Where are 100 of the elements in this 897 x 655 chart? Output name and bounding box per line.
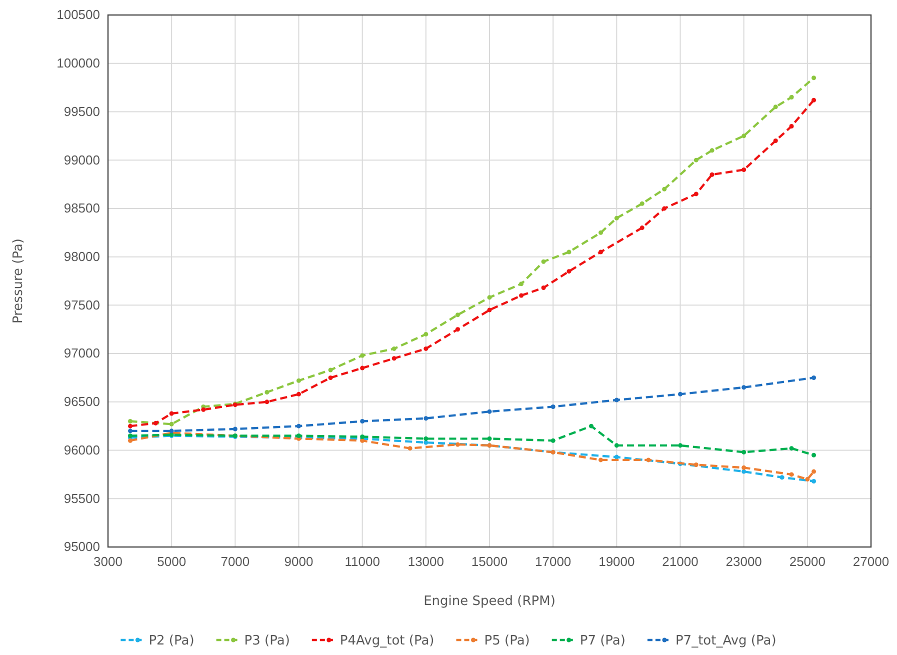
point — [169, 422, 174, 426]
point — [455, 442, 460, 447]
x-tick-label: 5000 — [157, 554, 186, 570]
point — [201, 407, 206, 412]
point — [812, 76, 816, 80]
point — [424, 346, 428, 351]
x-tick-label: 11000 — [344, 554, 380, 570]
x-axis-title: Engine Speed (RPM) — [424, 594, 556, 609]
point — [598, 230, 604, 235]
legend-label: P3 (Pa) — [244, 634, 290, 649]
point — [780, 475, 784, 480]
point — [812, 469, 816, 474]
x-tick-label: 23000 — [726, 554, 762, 570]
point — [710, 148, 714, 153]
point — [408, 446, 412, 451]
point — [360, 419, 365, 424]
point — [487, 308, 492, 312]
point — [566, 250, 572, 254]
point — [742, 168, 746, 172]
point — [789, 446, 794, 451]
point — [328, 368, 333, 372]
point — [678, 392, 683, 396]
point — [598, 458, 604, 462]
x-tick-label: 21000 — [662, 554, 698, 570]
point — [694, 158, 698, 162]
point — [128, 438, 133, 443]
point — [694, 462, 698, 468]
point — [455, 327, 460, 332]
y-tick-label: 99500 — [64, 104, 100, 119]
point — [392, 356, 396, 361]
point — [662, 186, 667, 192]
x-tick-label: 27000 — [852, 554, 890, 570]
x-tick-label: 15000 — [471, 554, 508, 570]
point — [614, 443, 619, 448]
y-tick-label: 95500 — [64, 490, 100, 506]
point — [640, 226, 644, 230]
y-tick-label: 97500 — [64, 297, 100, 312]
y-tick-label: 96500 — [64, 394, 100, 410]
point — [678, 443, 683, 448]
point — [598, 250, 604, 254]
x-tick-label: 19000 — [598, 554, 635, 570]
point — [264, 390, 270, 394]
point — [742, 469, 746, 474]
point — [264, 400, 270, 404]
point — [128, 419, 133, 424]
point — [812, 375, 816, 380]
y-tick-label: 96000 — [64, 442, 100, 458]
x-tick-label: 7000 — [220, 554, 250, 570]
legend-label: P5 (Pa) — [484, 634, 530, 649]
legend-label: P4Avg_tot (Pa) — [340, 634, 434, 649]
point — [487, 436, 492, 441]
point — [742, 450, 746, 454]
point — [360, 353, 365, 358]
point — [541, 286, 546, 290]
point — [614, 454, 619, 460]
point — [487, 409, 492, 414]
point — [169, 411, 174, 416]
legend-label: P2 (Pa) — [148, 634, 194, 649]
point — [487, 295, 492, 300]
point — [424, 416, 428, 421]
point — [541, 259, 546, 264]
point — [812, 98, 816, 102]
y-tick-label: 99000 — [64, 152, 100, 168]
x-tick-label: 17000 — [535, 554, 572, 570]
point — [296, 392, 302, 396]
y-axis-title: Pressure (Pa) — [11, 238, 26, 324]
point — [296, 378, 302, 383]
x-tick-label: 13000 — [408, 554, 444, 570]
point — [550, 404, 556, 409]
legend-label: P7_tot_Avg (Pa) — [675, 634, 776, 649]
point — [614, 216, 619, 220]
point — [360, 366, 365, 370]
point — [392, 346, 396, 351]
point — [812, 478, 816, 484]
point — [710, 172, 714, 177]
point — [550, 438, 556, 443]
point — [424, 436, 428, 441]
point — [424, 332, 428, 336]
point — [640, 201, 644, 206]
point — [694, 192, 698, 196]
point — [296, 424, 302, 428]
y-tick-label: 97000 — [64, 346, 100, 361]
y-tick-label: 98500 — [64, 200, 100, 216]
point — [662, 206, 667, 211]
x-tick-label: 3000 — [94, 554, 122, 570]
point — [646, 458, 651, 462]
y-tick-label: 98000 — [64, 248, 100, 264]
point — [812, 452, 816, 458]
point — [153, 420, 158, 426]
point — [128, 424, 133, 428]
point — [742, 385, 746, 390]
point — [455, 312, 460, 318]
point — [519, 293, 524, 298]
point — [328, 375, 333, 380]
y-tick-label: 100000 — [56, 56, 100, 71]
y-tick-label: 95000 — [64, 539, 100, 554]
x-tick-label: 9000 — [284, 554, 314, 570]
point — [742, 465, 746, 470]
point — [805, 477, 810, 482]
x-tick-label: 25000 — [789, 554, 826, 570]
